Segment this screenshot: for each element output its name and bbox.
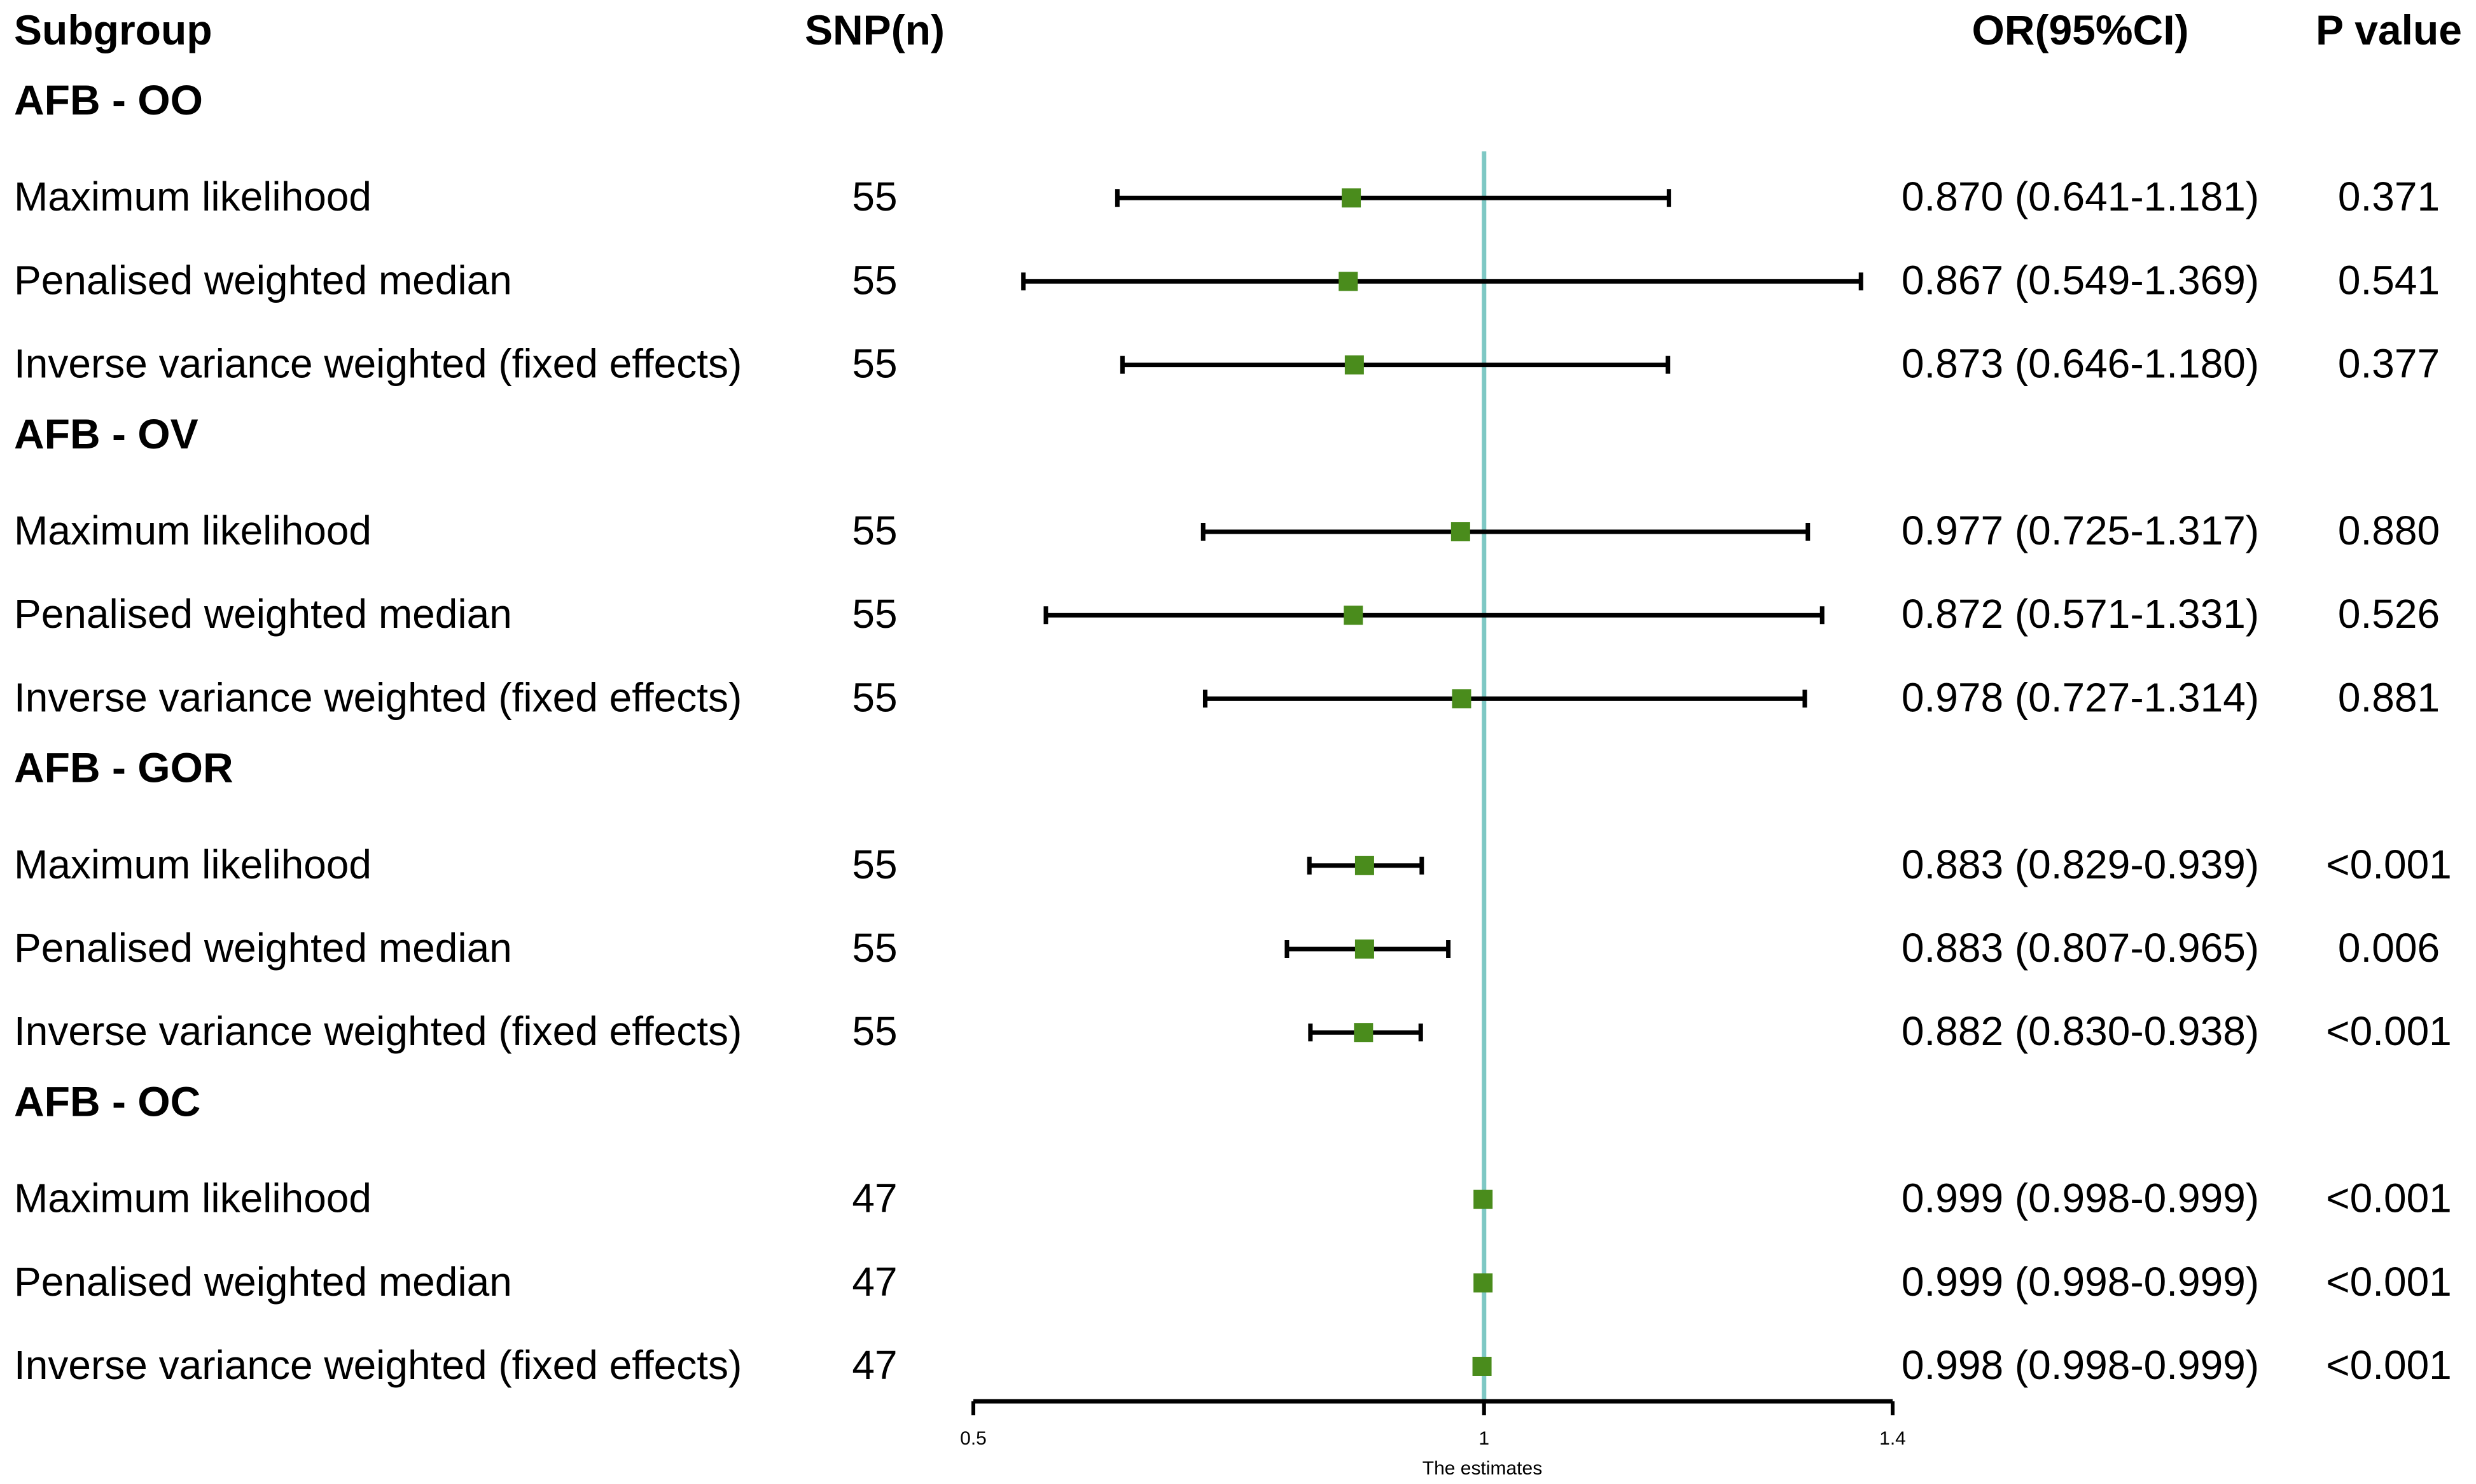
method-label: Maximum likelihood [14, 174, 372, 219]
or-marker [1344, 606, 1363, 625]
x-tick-label: 0.5 [960, 1428, 987, 1449]
snp-count: 55 [852, 341, 897, 387]
header-p-value: P value [2316, 6, 2462, 53]
x-tick-label: 1.4 [1879, 1428, 1906, 1449]
group-title: AFB - GOR [14, 744, 233, 791]
method-label: Inverse variance weighted (fixed effects… [14, 674, 742, 720]
snp-count: 55 [852, 674, 897, 720]
method-label: Penalised weighted median [14, 257, 512, 303]
x-axis: 0.5 1 1.4 [960, 1399, 1906, 1449]
or-ci-text: 0.873 (0.646-1.180) [1902, 341, 2259, 387]
or-marker [1473, 1273, 1493, 1293]
or-ci-text: 0.977 (0.725-1.317) [1902, 508, 2259, 553]
or-ci-text: 0.882 (0.830-0.938) [1902, 1008, 2259, 1054]
snp-count: 47 [852, 1175, 897, 1221]
header-or: OR(95%CI) [1972, 6, 2188, 53]
method-label: Inverse variance weighted (fixed effects… [14, 1342, 742, 1388]
or-marker [1473, 1189, 1493, 1209]
or-marker [1450, 522, 1470, 541]
p-value: 0.006 [2338, 925, 2440, 971]
or-ci-text: 0.867 (0.549-1.369) [1902, 257, 2259, 303]
group-title: AFB - OV [14, 410, 198, 457]
or-marker [1452, 689, 1471, 709]
p-value: 0.526 [2338, 591, 2440, 637]
p-value: <0.001 [2326, 1175, 2452, 1221]
method-label: Inverse variance weighted (fixed effects… [14, 1008, 742, 1054]
or-ci-text: 0.870 (0.641-1.181) [1902, 174, 2259, 219]
or-ci-text: 0.883 (0.829-0.939) [1902, 842, 2259, 887]
snp-count: 55 [852, 508, 897, 553]
method-label: Maximum likelihood [14, 842, 372, 887]
snp-count: 55 [852, 925, 897, 971]
p-value: 0.880 [2338, 508, 2440, 553]
method-label: Penalised weighted median [14, 1259, 512, 1305]
p-value: <0.001 [2326, 842, 2452, 887]
p-value: 0.881 [2338, 674, 2440, 720]
or-ci-text: 0.998 (0.998-0.999) [1902, 1342, 2259, 1388]
snp-count: 55 [852, 1008, 897, 1054]
x-tick-label: 1 [1478, 1428, 1489, 1449]
p-value: <0.001 [2326, 1259, 2452, 1305]
header-subgroup: Subgroup [14, 6, 212, 53]
p-value: 0.377 [2338, 341, 2440, 387]
or-ci-text: 0.999 (0.998-0.999) [1902, 1259, 2259, 1305]
or-ci-text: 0.883 (0.807-0.965) [1902, 925, 2259, 971]
method-label: Penalised weighted median [14, 591, 512, 637]
group-title: AFB - OO [14, 76, 203, 123]
or-marker [1354, 856, 1374, 875]
snp-count: 55 [852, 257, 897, 303]
snp-count: 47 [852, 1342, 897, 1388]
snp-count: 55 [852, 842, 897, 887]
or-marker [1354, 940, 1374, 959]
p-value: 0.541 [2338, 257, 2440, 303]
p-value: <0.001 [2326, 1008, 2452, 1054]
p-value: 0.371 [2338, 174, 2440, 219]
method-label: Maximum likelihood [14, 508, 372, 553]
method-label: Maximum likelihood [14, 1175, 372, 1221]
snp-count: 55 [852, 174, 897, 219]
method-label: Penalised weighted median [14, 925, 512, 971]
or-ci-text: 0.978 (0.727-1.314) [1902, 674, 2259, 720]
or-ci-text: 0.872 (0.571-1.331) [1902, 591, 2259, 637]
or-marker [1354, 1023, 1374, 1043]
header-snp: SNP(n) [805, 6, 945, 53]
or-marker [1342, 188, 1361, 208]
x-axis-label: The estimates [1422, 1458, 1542, 1479]
snp-count: 47 [852, 1259, 897, 1305]
forest-rows: AFB - OO Maximum likelihood 55 0.870 (0.641… [14, 76, 2452, 1401]
p-value: <0.001 [2326, 1342, 2452, 1388]
or-marker [1344, 355, 1364, 375]
group-title: AFB - OC [14, 1078, 200, 1125]
or-marker [1339, 272, 1358, 291]
snp-count: 55 [852, 591, 897, 637]
or-marker [1472, 1357, 1492, 1376]
method-label: Inverse variance weighted (fixed effects… [14, 341, 742, 387]
or-ci-text: 0.999 (0.998-0.999) [1902, 1175, 2259, 1221]
